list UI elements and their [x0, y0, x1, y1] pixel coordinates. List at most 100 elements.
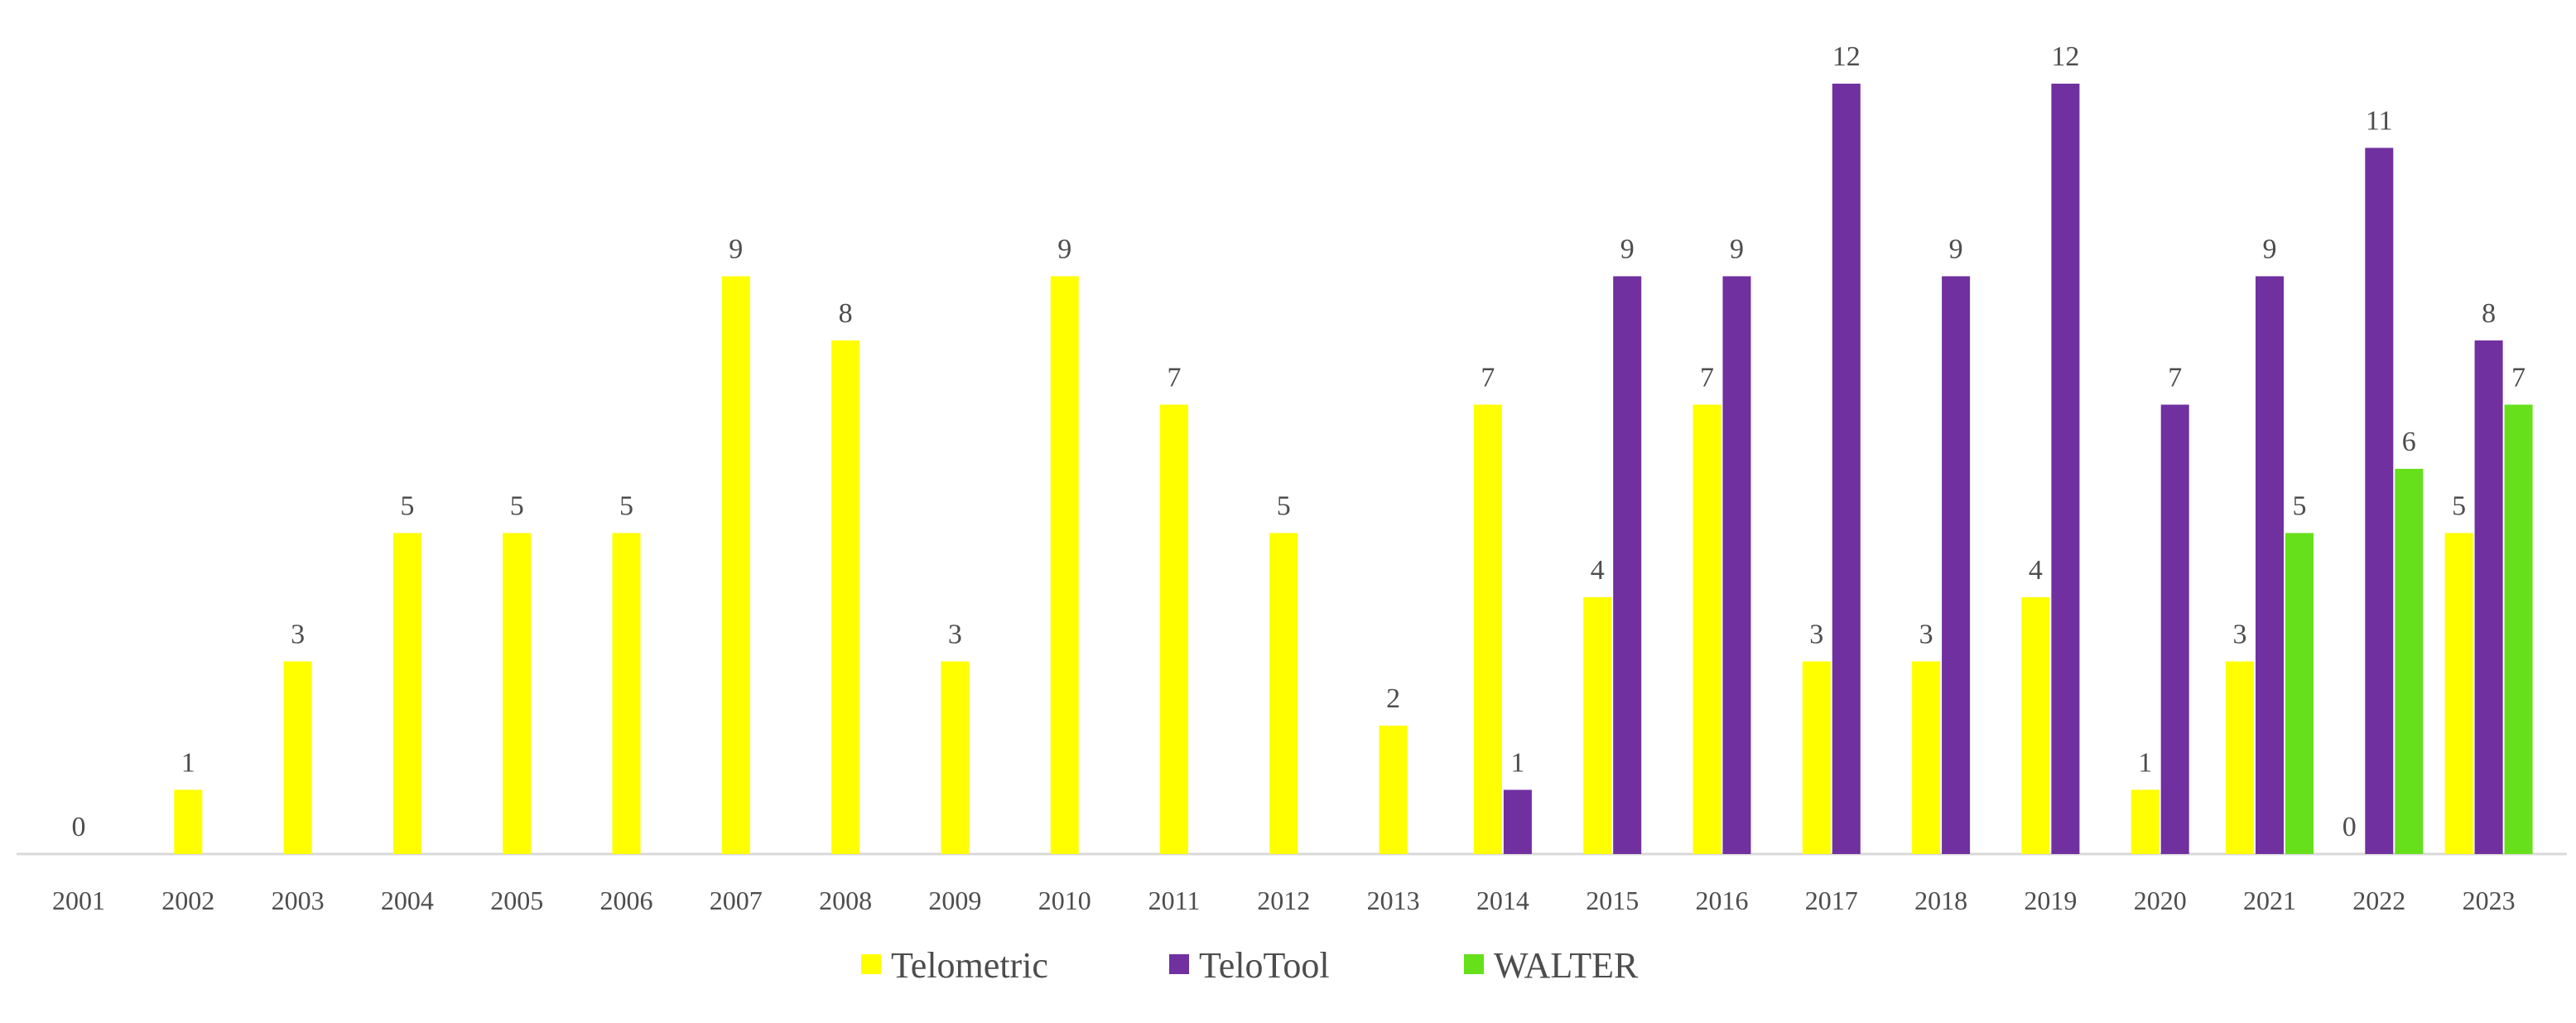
bar-telotool-2018: [1942, 276, 1971, 854]
value-label-telometric-2010: 9: [1057, 234, 1071, 265]
x-tick-2021: 2021: [2243, 885, 2296, 915]
bar-telometric-2013: [1379, 726, 1408, 854]
bar-telometric-2016: [1692, 404, 1721, 854]
value-label-telotool-2018: 9: [1949, 234, 1963, 265]
bar-walter-2022: [2395, 469, 2424, 854]
bar-telotool-2023: [2474, 340, 2503, 854]
value-labels-layer: 0 1 3 5 5 5 9 8 3 9 7 5 2 7 1 4 9 7 9 3 12 3 9 4 12 1 7 3 9 5 0 11 6 5 8 7: [72, 41, 2526, 842]
value-label-telometric-2013: 2: [1386, 683, 1400, 714]
value-label-telometric-2015: 4: [1591, 555, 1605, 586]
value-label-telotool-2014: 1: [1510, 748, 1524, 779]
value-label-telometric-2008: 8: [839, 298, 853, 329]
value-label-telometric-2012: 5: [1277, 491, 1291, 522]
value-label-telometric-2002: 1: [181, 748, 195, 779]
bar-telotool-2014: [1503, 789, 1532, 854]
bar-telometric-2021: [2226, 661, 2254, 854]
x-tick-2007: 2007: [710, 885, 763, 915]
legend-label-telotool: TeloTool: [1199, 945, 1330, 986]
bar-telotool-2020: [2160, 404, 2189, 854]
value-label-walter-2021: 5: [2293, 491, 2307, 522]
legend-label-telometric: Telometric: [891, 945, 1048, 986]
bar-telometric-2006: [612, 533, 641, 854]
x-tick-2023: 2023: [2463, 885, 2516, 915]
bar-telotool-2022: [2365, 147, 2394, 854]
x-tick-2015: 2015: [1586, 885, 1639, 915]
value-label-walter-2022: 6: [2402, 427, 2416, 457]
value-label-telometric-2020: 1: [2138, 748, 2152, 779]
x-tick-2010: 2010: [1038, 885, 1091, 915]
x-tick-2003: 2003: [272, 885, 325, 915]
bar-telotool-2017: [1832, 84, 1861, 854]
value-label-telotool-2022: 11: [2366, 106, 2393, 137]
x-tick-2018: 2018: [1914, 885, 1967, 915]
bar-telometric-2005: [503, 533, 532, 854]
x-tick-2020: 2020: [2134, 885, 2187, 915]
value-label-telometric-2022: 0: [2342, 812, 2357, 842]
x-tick-2005: 2005: [490, 885, 543, 915]
legend-item-walter: WALTER: [1464, 945, 1639, 986]
bars-layer: [174, 84, 2533, 854]
bar-telometric-2003: [283, 661, 312, 854]
bar-telometric-2014: [1473, 404, 1502, 854]
value-label-telometric-2001: 0: [72, 812, 86, 842]
bar-telotool-2016: [1722, 276, 1751, 854]
bar-telometric-2012: [1269, 533, 1298, 854]
bar-walter-2023: [2504, 404, 2533, 854]
value-label-telometric-2017: 3: [1809, 620, 1823, 650]
value-label-telotool-2016: 9: [1730, 234, 1744, 265]
legend-item-telometric: Telometric: [861, 945, 1048, 986]
value-label-telometric-2007: 9: [729, 234, 743, 265]
value-label-telotool-2015: 9: [1620, 234, 1635, 265]
x-tick-labels: 2001 2002 2003 2004 2005 2006 2007 2008 2009 2010…: [52, 885, 2516, 915]
bar-telometric-2004: [392, 533, 421, 854]
value-label-telotool-2020: 7: [2168, 363, 2182, 393]
bar-telometric-2010: [1050, 276, 1079, 854]
bar-telometric-2017: [1802, 661, 1831, 854]
x-tick-2004: 2004: [381, 885, 434, 915]
legend-swatch-telotool: [1169, 954, 1189, 974]
x-tick-2019: 2019: [2024, 885, 2077, 915]
x-tick-2016: 2016: [1696, 885, 1749, 915]
legend: Telometric TeloTool WALTER: [861, 945, 1639, 986]
x-tick-2008: 2008: [819, 885, 872, 915]
bar-telometric-2007: [721, 276, 750, 854]
value-label-telotool-2017: 12: [1832, 41, 1861, 72]
x-tick-2001: 2001: [52, 885, 105, 915]
x-tick-2009: 2009: [928, 885, 981, 915]
legend-swatch-walter: [1464, 954, 1484, 974]
value-label-telometric-2021: 3: [2233, 620, 2247, 650]
value-label-telometric-2019: 4: [2029, 555, 2043, 586]
bar-telometric-2018: [1912, 661, 1941, 854]
bar-telometric-2019: [2021, 597, 2050, 854]
bar-telotool-2019: [2051, 84, 2080, 854]
value-label-telometric-2011: 7: [1168, 363, 1182, 393]
value-label-telotool-2023: 8: [2482, 298, 2496, 329]
bar-telotool-2015: [1613, 276, 1642, 854]
value-label-telometric-2014: 7: [1481, 363, 1495, 393]
bar-telotool-2021: [2256, 276, 2284, 854]
value-label-telometric-2016: 7: [1700, 363, 1714, 393]
legend-label-walter: WALTER: [1494, 945, 1639, 986]
x-tick-2012: 2012: [1257, 885, 1310, 915]
value-label-telometric-2004: 5: [400, 491, 414, 522]
x-tick-2017: 2017: [1805, 885, 1858, 915]
bar-telometric-2002: [174, 789, 203, 854]
x-tick-2014: 2014: [1476, 885, 1529, 915]
value-label-telometric-2003: 3: [291, 620, 305, 650]
legend-swatch-telometric: [861, 954, 881, 974]
legend-item-telotool: TeloTool: [1169, 945, 1330, 986]
bar-telometric-2011: [1160, 404, 1188, 854]
bar-telometric-2015: [1583, 597, 1612, 854]
value-label-telotool-2019: 12: [2051, 41, 2079, 72]
value-label-telometric-2018: 3: [1919, 620, 1933, 650]
x-tick-2022: 2022: [2352, 885, 2405, 915]
x-tick-2002: 2002: [161, 885, 214, 915]
bar-telometric-2020: [2131, 789, 2160, 854]
bar-telometric-2008: [831, 340, 860, 854]
value-label-telometric-2006: 5: [619, 491, 633, 522]
value-label-telotool-2021: 9: [2263, 234, 2277, 265]
value-label-telometric-2009: 3: [948, 620, 962, 650]
value-label-telometric-2023: 5: [2452, 491, 2466, 522]
bar-telometric-2009: [941, 661, 970, 854]
